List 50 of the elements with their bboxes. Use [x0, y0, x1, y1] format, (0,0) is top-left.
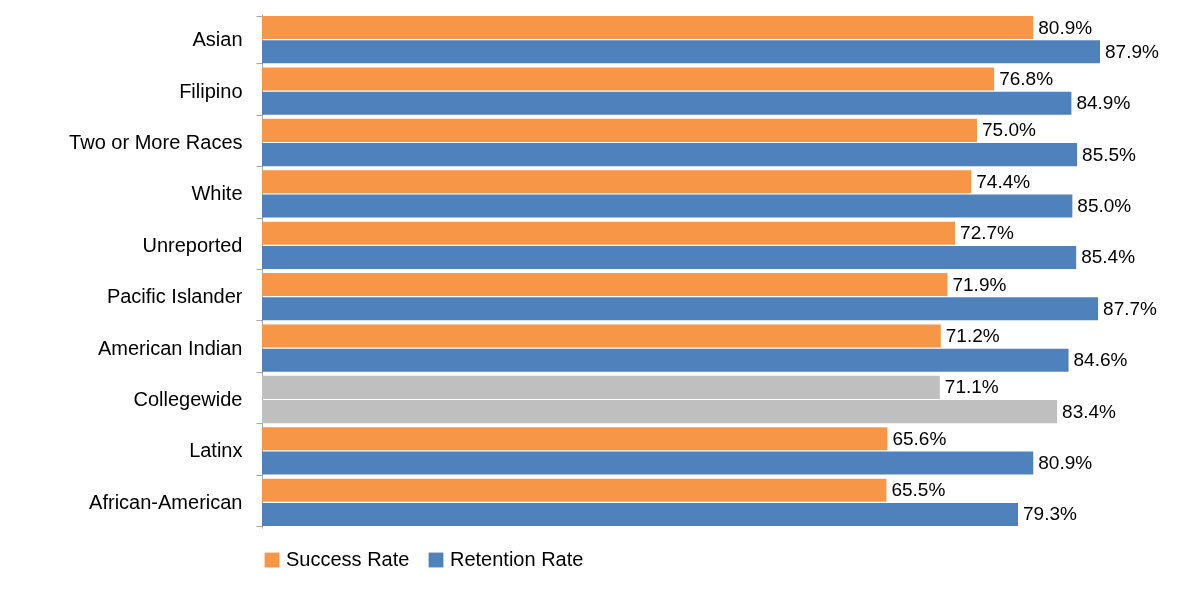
bar [262, 143, 1078, 167]
legend-label: Retention Rate [450, 548, 584, 570]
data-label: 76.8% [999, 67, 1054, 89]
bar [262, 297, 1099, 321]
data-label: 71.9% [952, 273, 1007, 295]
legend-label: Success Rate [286, 548, 410, 570]
data-label: 79.3% [1023, 503, 1077, 525]
data-label: 65.6% [892, 427, 947, 449]
bar [262, 273, 948, 297]
data-label: 85.0% [1077, 195, 1132, 217]
data-label: 71.2% [945, 324, 1000, 346]
data-label: 71.1% [944, 376, 999, 398]
data-label: 85.5% [1082, 143, 1137, 165]
y-tick-label: Asian [192, 28, 243, 51]
bar [262, 40, 1100, 64]
bar [262, 348, 1069, 372]
bar [262, 67, 995, 91]
bar [262, 324, 941, 348]
data-label: 72.7% [960, 222, 1015, 244]
y-tick-label: Collegewide [133, 388, 243, 410]
data-label: 87.7% [1103, 297, 1158, 319]
y-tick-label: Filipino [179, 79, 243, 102]
data-label: 84.6% [1073, 349, 1128, 371]
bar [262, 118, 978, 142]
y-tick-label: Unreported [142, 233, 243, 256]
bar [262, 221, 956, 245]
y-tick-label: White [191, 182, 243, 205]
bar [262, 245, 1077, 269]
y-tick-label: American Indian [97, 336, 243, 359]
data-label: 80.9% [1038, 16, 1093, 38]
bar [262, 91, 1072, 115]
bar [262, 427, 888, 451]
data-label: 74.4% [976, 170, 1031, 192]
data-label: 85.4% [1081, 246, 1136, 268]
data-label: 83.4% [1062, 400, 1117, 422]
data-label: 84.9% [1076, 92, 1131, 114]
bar [262, 194, 1073, 218]
bar [262, 451, 1034, 475]
y-tick-label: Latinx [189, 439, 243, 462]
data-label: 80.9% [1038, 452, 1093, 474]
data-label: 87.9% [1105, 40, 1159, 62]
y-tick-label: Pacific Islander [106, 285, 243, 308]
bar [262, 502, 1019, 526]
data-label: 65.5% [891, 479, 946, 501]
y-tick-label: African-American [89, 490, 243, 513]
bar [262, 16, 1034, 40]
bar [262, 478, 887, 502]
bar [262, 170, 972, 194]
y-tick-label: Two or More Races [69, 131, 243, 153]
data-label: 75.0% [982, 119, 1036, 141]
